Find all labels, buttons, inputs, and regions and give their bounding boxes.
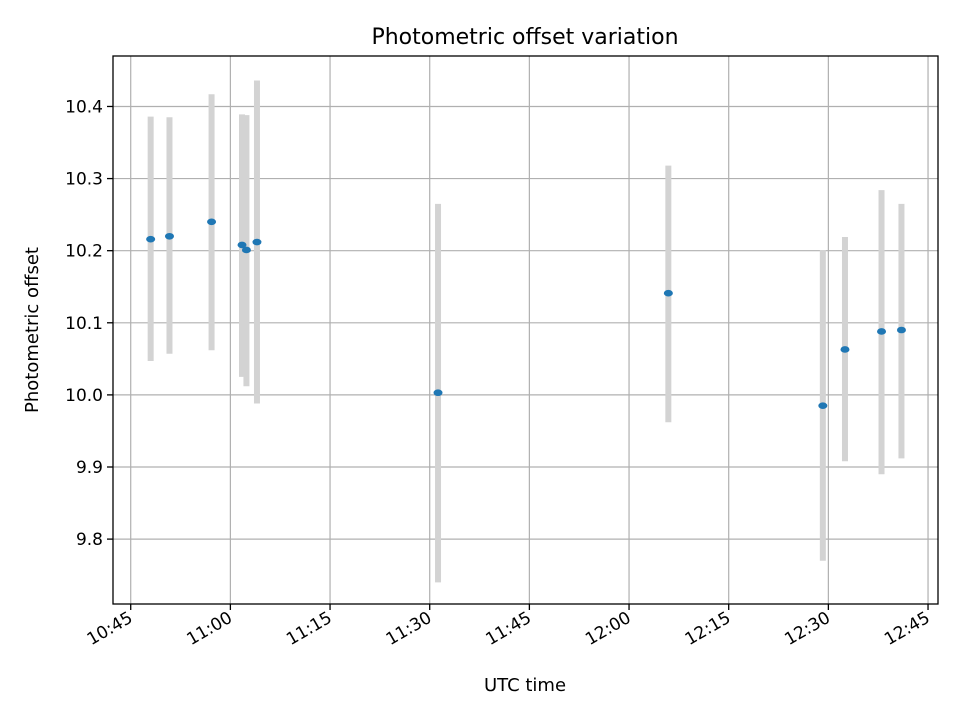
y-tick-label: 10.2 — [65, 242, 103, 262]
y-axis-label: Photometric offset — [22, 247, 43, 413]
data-point — [241, 246, 251, 254]
data-point — [840, 346, 850, 353]
y-tick-label: 10.0 — [65, 386, 103, 406]
chart-title: Photometric offset variation — [371, 25, 678, 50]
x-tick-label: 11:45 — [482, 608, 534, 650]
y-tick-label: 9.9 — [76, 458, 103, 478]
x-tick-label: 11:15 — [283, 608, 335, 650]
x-tick-label: 12:30 — [781, 608, 833, 650]
y-tick-label: 10.3 — [65, 170, 103, 190]
axis-ticks: 10:45 11:00 11:15 11:30 11:45 12:00 12:15 12:30… — [65, 97, 933, 649]
grid-lines — [113, 56, 938, 604]
x-tick-label: 12:45 — [881, 608, 933, 650]
data-series — [146, 80, 906, 583]
y-tick-label: 10.1 — [65, 314, 103, 334]
data-point — [146, 235, 156, 243]
data-point — [252, 238, 262, 246]
data-point — [663, 289, 673, 297]
plot-frame — [112, 55, 939, 605]
x-axis-label: UTC time — [484, 675, 566, 696]
data-point — [877, 328, 887, 335]
data-point — [433, 389, 443, 397]
data-point — [164, 232, 174, 240]
y-tick-label: 9.8 — [76, 530, 103, 550]
data-point — [818, 402, 828, 410]
data-point — [896, 326, 906, 334]
data-point — [207, 218, 217, 226]
x-tick-label: 10:45 — [84, 608, 136, 650]
x-tick-label: 12:00 — [582, 608, 634, 650]
x-tick-label: 11:00 — [183, 608, 235, 650]
data-point — [237, 241, 247, 249]
x-tick-label: 12:15 — [682, 608, 734, 650]
y-tick-label: 10.4 — [65, 97, 103, 117]
x-tick-label: 11:30 — [383, 608, 435, 650]
